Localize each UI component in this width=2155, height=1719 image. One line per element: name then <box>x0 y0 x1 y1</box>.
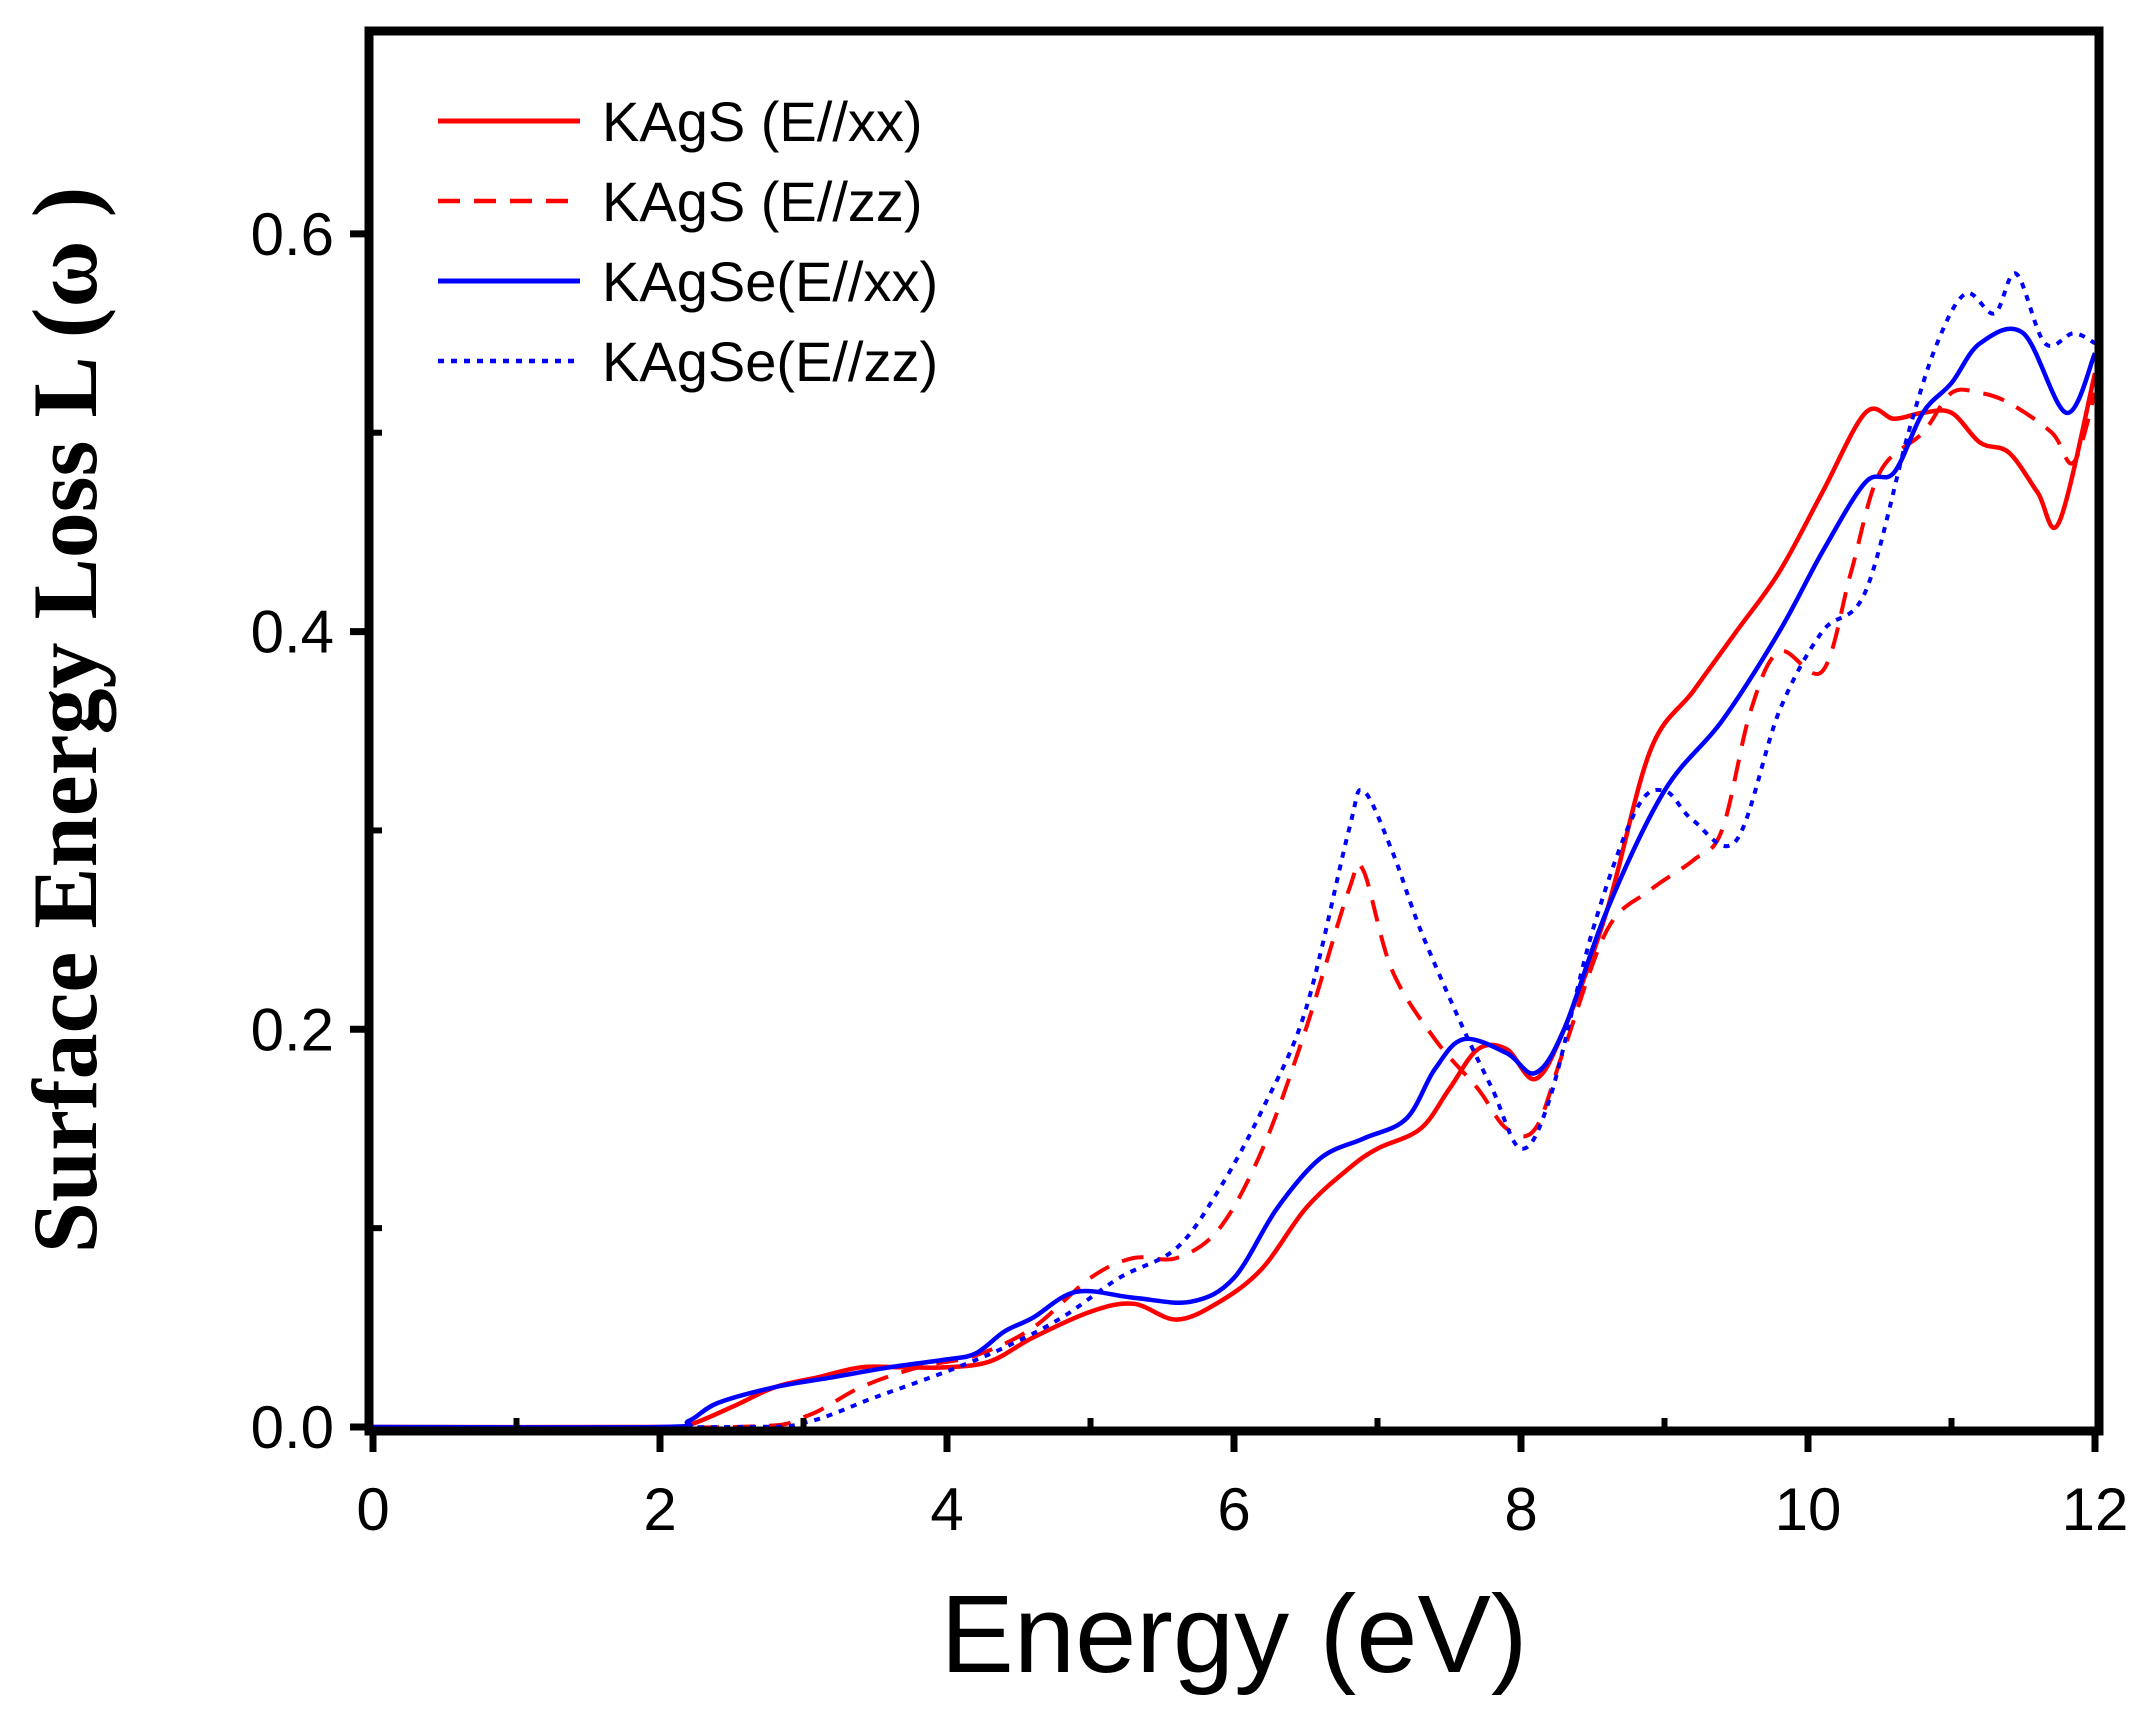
y-tick-label-3: 0.6 <box>251 201 334 268</box>
legend-label-kags-e-xx: KAgS (E//xx) <box>602 90 923 153</box>
x-tick-label-5: 10 <box>1775 1476 1842 1543</box>
x-axis-label: Energy (eV) <box>941 1573 1528 1696</box>
series-line-kags-e-xx <box>372 372 2098 1430</box>
legend-label-kagse-e-xx: KAgSe(E//xx) <box>602 250 938 313</box>
x-tick-label-2: 4 <box>930 1476 963 1543</box>
legend: KAgS (E//xx) KAgS (E//zz) KAgSe(E//xx) KAgS… <box>438 90 938 393</box>
y-tick-label-2: 0.4 <box>251 599 334 666</box>
y-axis-ticks: 0.0 0.2 0.4 0.6 <box>251 201 382 1461</box>
y-axis-label: Surface Energy Loss L (ω ) <box>14 187 116 1253</box>
y-tick-label-1: 0.2 <box>251 996 334 1063</box>
series-layer <box>372 271 2098 1430</box>
y-tick-label-0: 0.0 <box>251 1394 334 1461</box>
series-line-kagse-e-xx <box>372 326 2098 1430</box>
x-tick-label-6: 12 <box>2062 1476 2129 1543</box>
series-line-kagse-e-zz <box>372 271 2096 1430</box>
legend-label-kags-e-zz: KAgS (E//zz) <box>602 170 923 233</box>
x-axis-ticks: 0 2 4 6 8 10 12 <box>356 1418 2128 1543</box>
x-tick-label-1: 2 <box>643 1476 676 1543</box>
series-line-kags-e-zz <box>372 387 2097 1430</box>
x-tick-label-0: 0 <box>356 1476 389 1543</box>
legend-label-kagse-e-zz: KAgSe(E//zz) <box>602 330 938 393</box>
x-tick-label-4: 8 <box>1504 1476 1537 1543</box>
x-tick-label-3: 6 <box>1217 1476 1250 1543</box>
